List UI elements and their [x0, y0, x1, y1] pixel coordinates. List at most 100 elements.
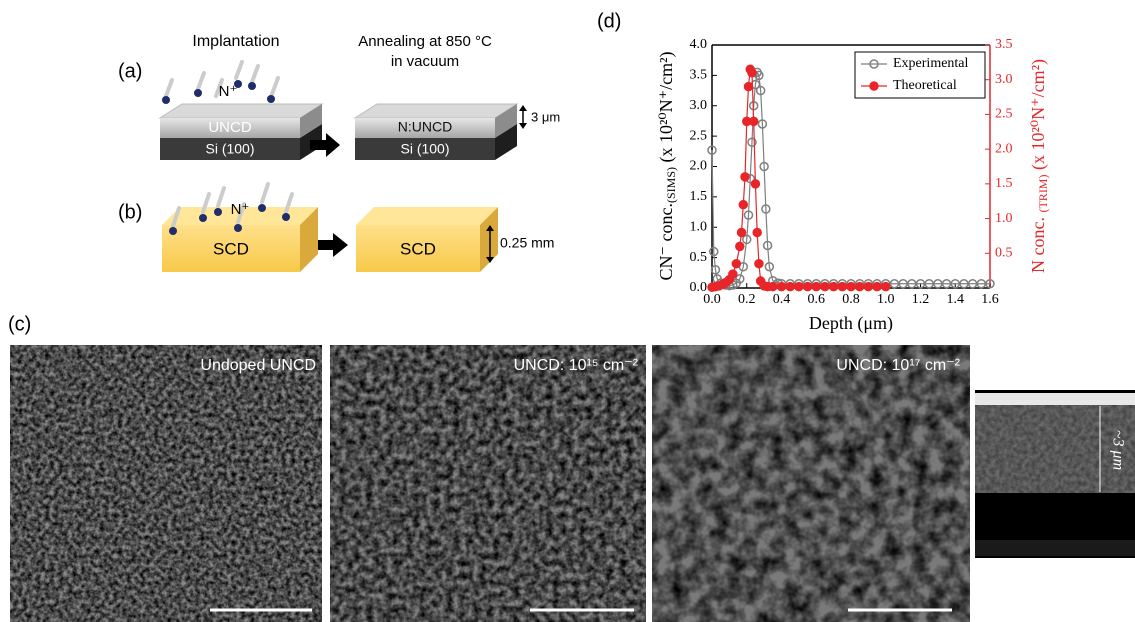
data-point [739, 201, 747, 209]
y-axis-label-part: (x 10²⁰N⁺/cm²) [656, 52, 677, 168]
data-point [744, 211, 752, 219]
data-point [753, 228, 761, 236]
figure: (a) (b) (c) (d) Implantation UNCD Si (10… [0, 0, 1135, 622]
block-top [355, 104, 517, 118]
info-bar [975, 540, 1135, 556]
y-tick-label: 2.5 [690, 128, 708, 143]
data-point [736, 242, 744, 250]
panel-label: (b) [118, 201, 142, 223]
data-point [786, 283, 794, 291]
data-point [762, 205, 770, 213]
schematic-a: Implantation UNCD Si (100) N⁺ Annealing … [160, 33, 560, 160]
panel-label: (c) [8, 313, 31, 335]
data-point [758, 120, 766, 128]
data-point [977, 280, 985, 288]
data-point [729, 270, 737, 278]
data-point [711, 266, 719, 274]
data-point [934, 280, 942, 288]
y2-axis-label-sub: (TRIM) [1036, 175, 1050, 213]
arrow-head [519, 123, 527, 129]
block-label: SCD [213, 239, 249, 258]
legend-marker [870, 82, 878, 90]
data-point [960, 280, 968, 288]
substrate-label: Si (100) [205, 141, 254, 157]
data-point [864, 283, 872, 291]
y2-tick-label: 3.0 [995, 72, 1013, 87]
data-point [925, 280, 933, 288]
y2-tick-label: 3.5 [995, 37, 1013, 52]
y-tick-label: 0.0 [690, 280, 708, 295]
data-point [769, 283, 777, 291]
y2-tick-label: 0.5 [995, 246, 1013, 261]
sem-texture [330, 345, 646, 622]
y2-axis-label-part: N conc. [1028, 213, 1048, 273]
y-tick-label: 3.5 [690, 68, 708, 83]
image-caption: UNCD: 10¹⁷ cm⁻² [836, 357, 960, 374]
x-tick-label: 0.8 [842, 292, 860, 307]
x-tick-label: 0.2 [738, 292, 756, 307]
y2-tick-label: 1.0 [995, 211, 1013, 226]
y2-tick-label: 2.0 [995, 141, 1013, 156]
panel-label: (a) [118, 60, 142, 82]
y2-axis-label: N conc. (TRIM) (x 10²⁰N⁺/cm²) [1028, 59, 1050, 273]
data-point [899, 280, 907, 288]
y-tick-label: 2.0 [690, 159, 708, 174]
data-point [795, 283, 803, 291]
image-caption: Undoped UNCD [200, 357, 316, 374]
y-tick-label: 1.0 [690, 219, 708, 234]
y2-tick-label: 1.5 [995, 176, 1013, 191]
y-tick-label: 0.5 [690, 250, 708, 265]
cross-section-image: ~3 μm [975, 390, 1135, 558]
x-tick-label: 1.2 [912, 292, 930, 307]
data-point [812, 283, 820, 291]
y-tick-label: 4.0 [690, 37, 708, 52]
y-tick-label: 1.5 [690, 189, 708, 204]
step-label: in vacuum [391, 53, 459, 70]
data-point [873, 283, 881, 291]
data-point [830, 283, 838, 291]
x-tick-label: 1.0 [877, 292, 895, 307]
sem-texture [10, 345, 322, 622]
data-point [917, 280, 925, 288]
layer-label: N:UNCD [398, 119, 452, 135]
y2-axis-label-part: (x 10²⁰N⁺/cm²) [1028, 59, 1049, 175]
data-point [908, 280, 916, 288]
data-point [748, 69, 756, 77]
ion-label: N⁺ [219, 83, 238, 100]
data-point [804, 283, 812, 291]
legend-label: Experimental [893, 56, 969, 71]
data-point [757, 87, 765, 95]
data-point [821, 283, 829, 291]
arrow [318, 233, 348, 257]
step-label: Implantation [192, 33, 279, 50]
block-top [160, 104, 322, 118]
data-point [890, 280, 898, 288]
data-point [743, 235, 751, 243]
data-point [741, 173, 749, 181]
data-point [943, 280, 951, 288]
layer-label: UNCD [208, 119, 251, 136]
x-axis-label: Depth (μm) [809, 313, 893, 334]
data-point [764, 241, 772, 249]
chart: Depth (μm) CN⁻ conc.(SIMS) (x 10²⁰N⁺/cm²… [656, 37, 1050, 334]
y-axis-label: CN⁻ conc.(SIMS) (x 10²⁰N⁺/cm²) [656, 52, 678, 281]
block-label: SCD [400, 239, 436, 258]
block-top [356, 207, 498, 225]
y2-tick-label: 2.5 [995, 107, 1013, 122]
data-point [708, 146, 716, 154]
data-point [755, 260, 763, 268]
data-point [744, 83, 752, 91]
sem-texture [652, 345, 970, 622]
data-point [951, 280, 959, 288]
data-point [738, 228, 746, 236]
panel-label: (d) [597, 10, 621, 32]
sem-images: Undoped UNCD UNCD: 10¹⁵ cm⁻² UNCD: 10¹⁷ … [10, 345, 1135, 622]
substrate-label: Si (100) [400, 141, 449, 157]
data-point [847, 283, 855, 291]
x-tick-label: 0.6 [808, 292, 826, 307]
surface-band [975, 393, 1135, 405]
x-tick-label: 1.6 [981, 292, 999, 307]
data-point [838, 283, 846, 291]
step-label: Annealing at 850 °C [358, 33, 492, 50]
data-point [765, 263, 773, 271]
